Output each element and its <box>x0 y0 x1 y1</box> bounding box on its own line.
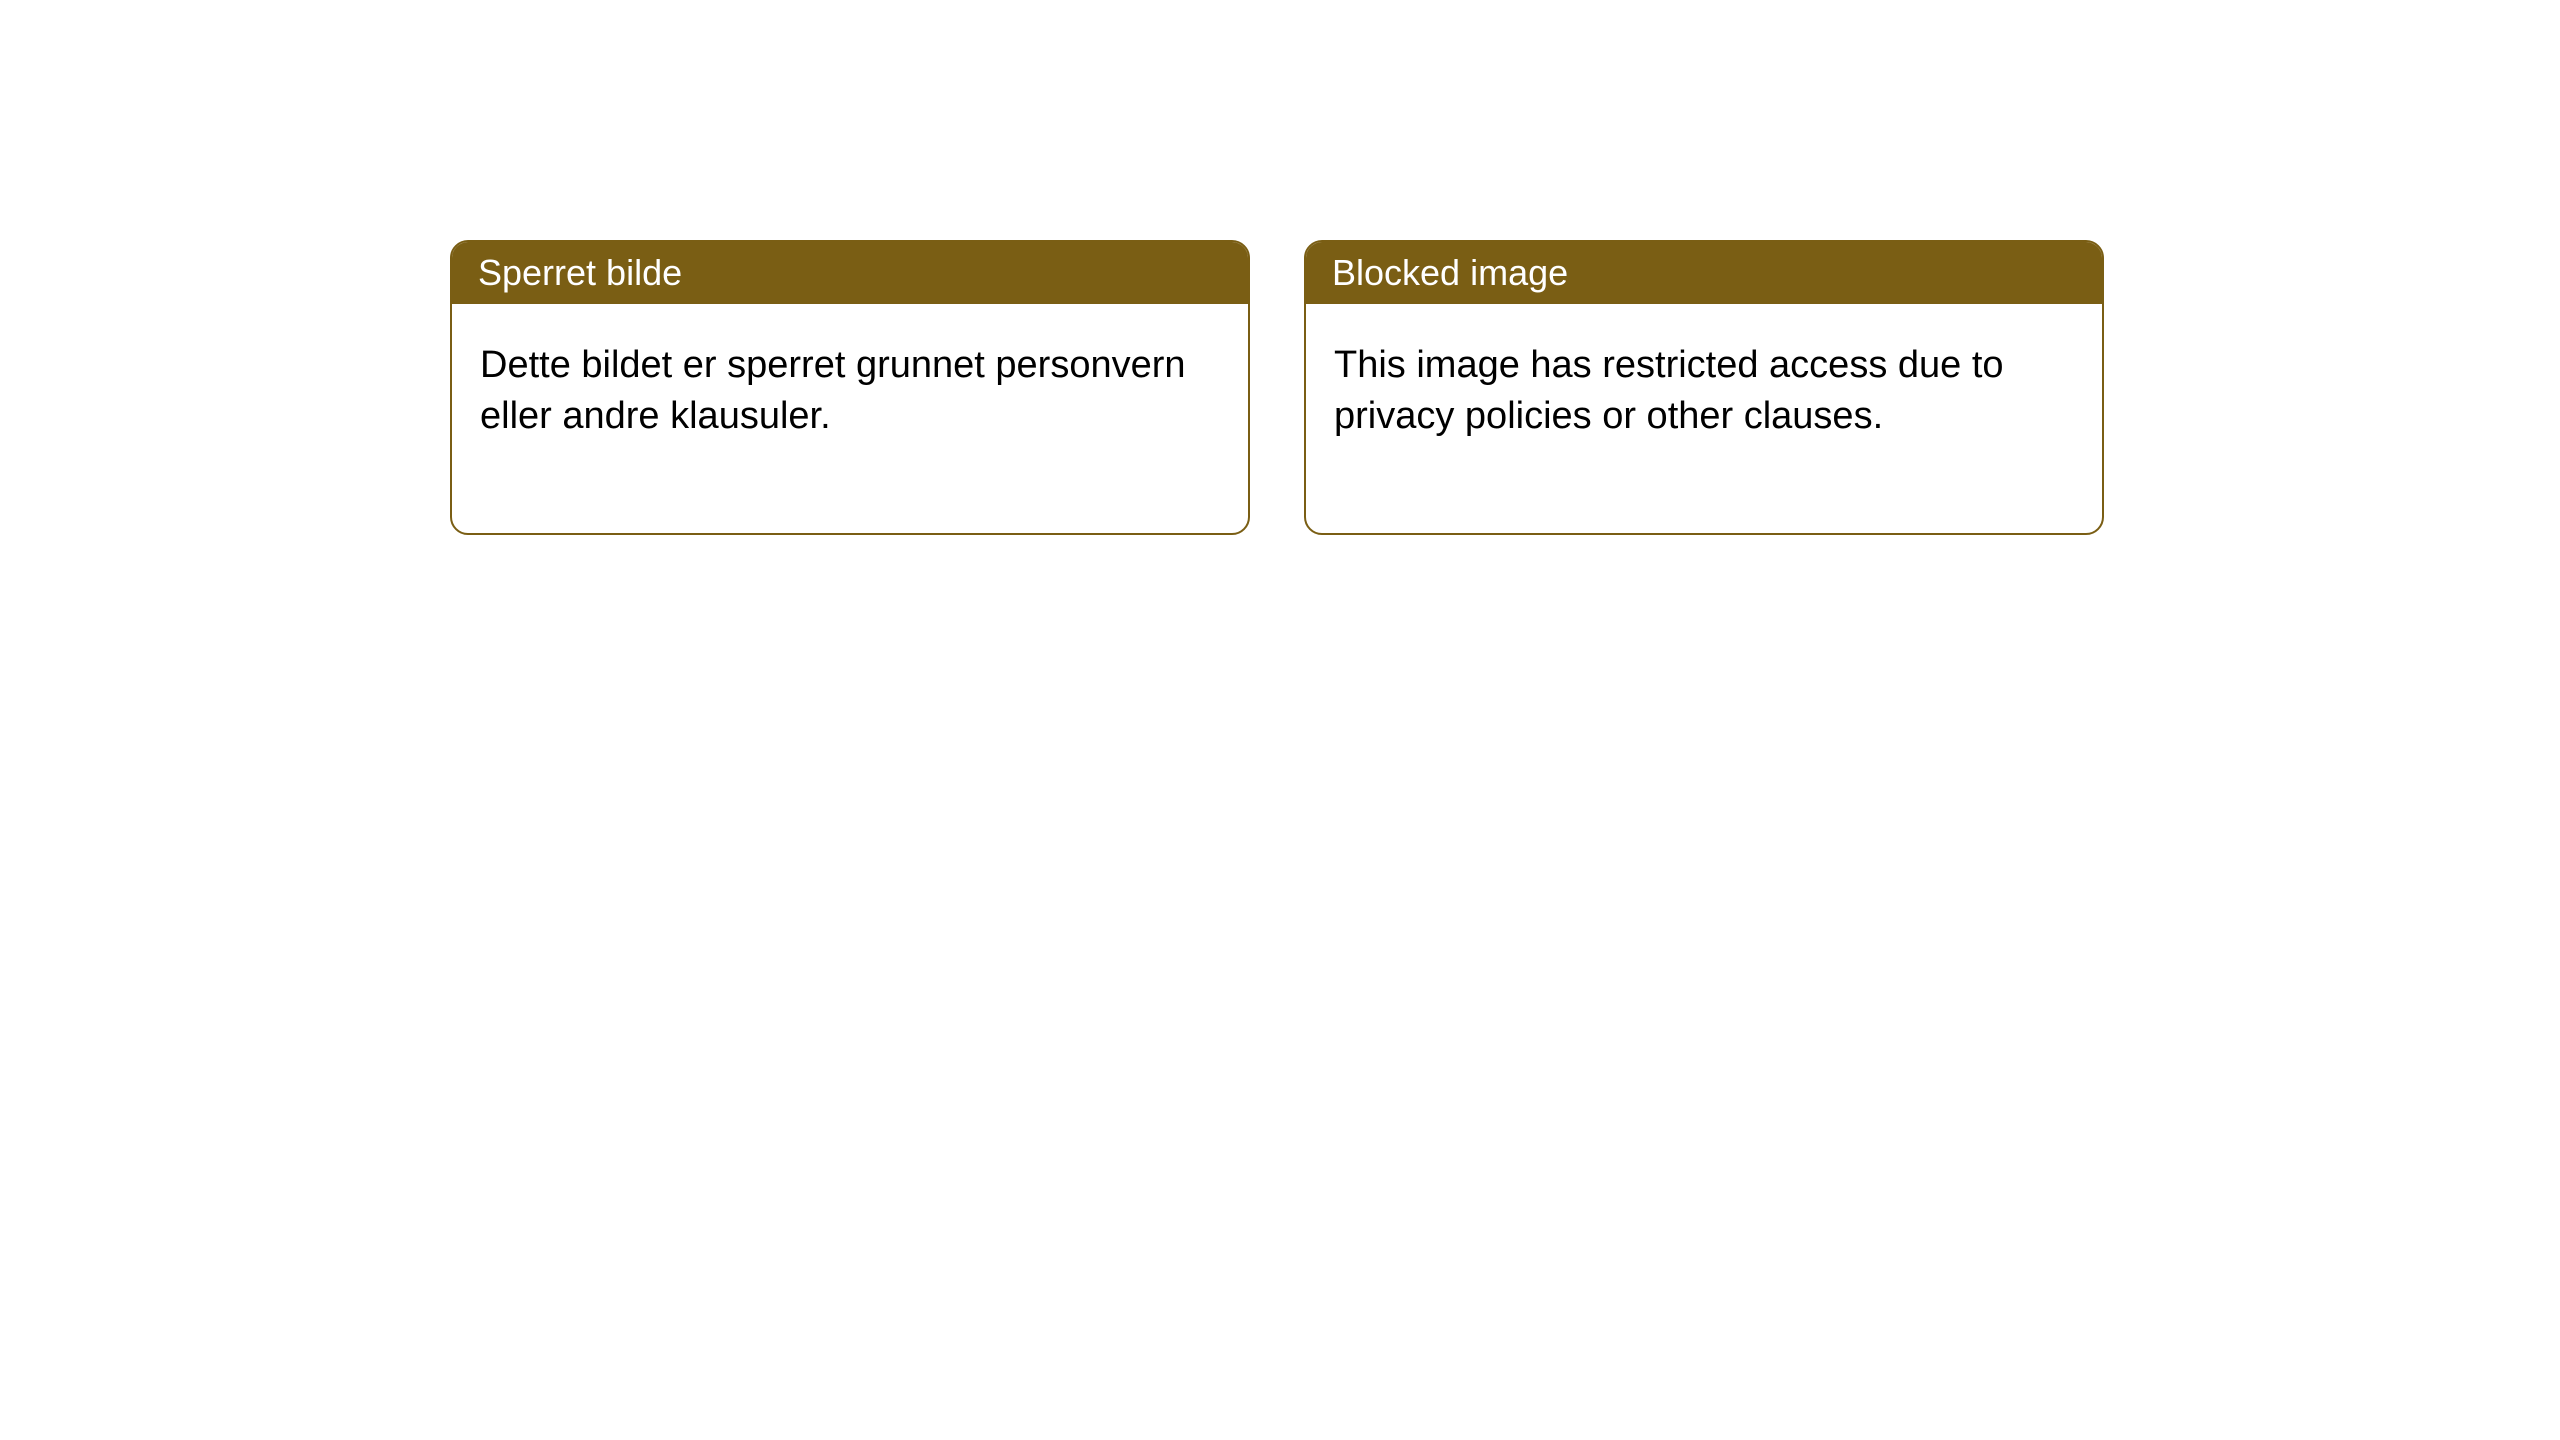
notice-title-norwegian: Sperret bilde <box>478 252 682 293</box>
notice-container: Sperret bilde Dette bildet er sperret gr… <box>0 0 2560 535</box>
notice-box-norwegian: Sperret bilde Dette bildet er sperret gr… <box>450 240 1250 535</box>
notice-header-norwegian: Sperret bilde <box>452 242 1248 304</box>
notice-header-english: Blocked image <box>1306 242 2102 304</box>
notice-text-english: This image has restricted access due to … <box>1334 344 2004 437</box>
notice-box-english: Blocked image This image has restricted … <box>1304 240 2104 535</box>
notice-body-english: This image has restricted access due to … <box>1306 304 2102 533</box>
notice-body-norwegian: Dette bildet er sperret grunnet personve… <box>452 304 1248 533</box>
notice-text-norwegian: Dette bildet er sperret grunnet personve… <box>480 344 1186 437</box>
notice-title-english: Blocked image <box>1332 252 1568 293</box>
